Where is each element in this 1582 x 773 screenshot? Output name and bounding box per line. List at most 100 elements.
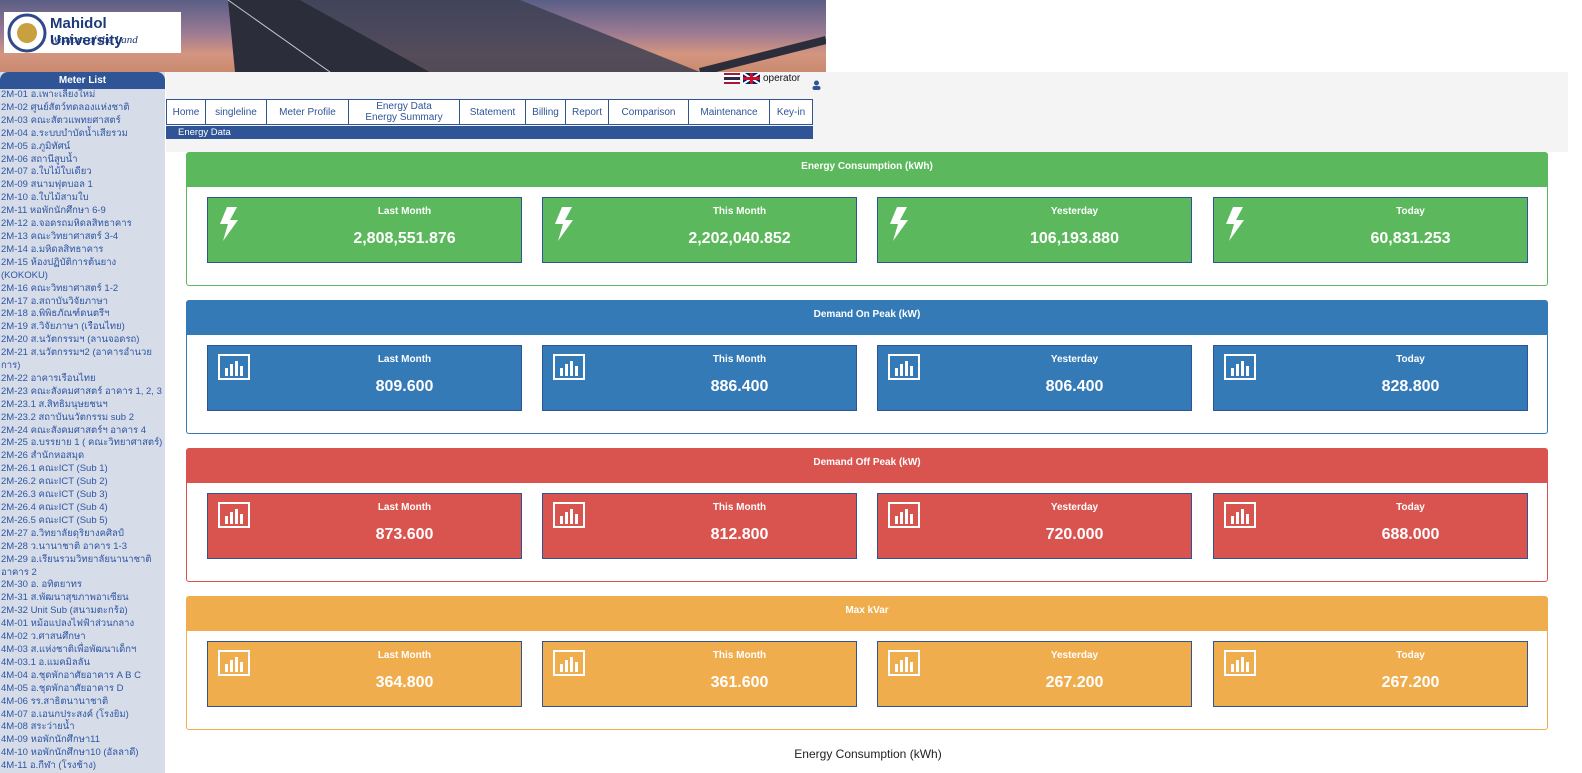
card-label: Last Month xyxy=(377,502,432,513)
meter-item[interactable]: 2M-01 อ.เพาะเลี้ยงใหม่ xyxy=(1,89,96,100)
card-label: Last Month xyxy=(377,206,432,217)
meter-item[interactable]: 4M-07 อ.เอนกประสงค์ (โรงยิม) xyxy=(1,708,129,720)
meter-item[interactable]: 2M-26.4 คณะICT (Sub 4) xyxy=(1,502,108,513)
stat-card: Today 688.000 xyxy=(1213,493,1528,559)
nav-tab-label: singleline xyxy=(215,106,257,118)
card-icon xyxy=(1224,206,1246,247)
meter-item[interactable]: 2M-30 อ. อทิตยาทร xyxy=(1,579,82,591)
meter-item[interactable]: 2M-23.2 สถาบันนวัตกรรม sub 2 xyxy=(1,411,134,423)
stat-card: Last Month 809.600 xyxy=(207,345,522,411)
meter-item[interactable]: 2M-18 อ.พิพิธภัณฑ์ดนตรีฯ xyxy=(1,308,110,320)
meter-item[interactable]: 4M-02 ว.ศาสนศึกษา xyxy=(1,631,86,643)
meter-item[interactable]: 2M-26.1 คณะICT (Sub 1) xyxy=(1,463,108,475)
meter-item[interactable]: 2M-21 ส.นวัตกรรมฯ2 (อาคารอำนวยการ) xyxy=(1,347,152,372)
stat-panel: Demand On Peak (kW) Last Month 809.600 This… xyxy=(186,300,1548,434)
meter-item[interactable]: 2M-13 คณะวิทยาศาสตร์ 3-4 xyxy=(1,230,119,242)
panel-title: Demand Off Peak (kW) xyxy=(187,449,1547,483)
meter-item[interactable]: 2M-12 อ.จอดรถมหิดลสิทธาคาร xyxy=(1,218,132,230)
meter-item[interactable]: 2M-31 ส.พัฒนาสุขภาพอาเซียน xyxy=(1,592,129,604)
card-label: Yesterday xyxy=(1050,502,1099,513)
meter-item[interactable]: 2M-23 คณะสังคมศาสตร์ อาคาร 1, 2, 3 xyxy=(1,385,162,397)
sub-nav-active[interactable]: Energy Data xyxy=(178,127,231,138)
card-value: 2,202,040.852 xyxy=(688,230,791,247)
nav-tab-label: Energy Summary xyxy=(365,112,443,123)
meter-item[interactable]: 2M-02 ศูนย์สัตว์ทดลองแห่งชาติ xyxy=(1,101,130,113)
meter-item[interactable]: 2M-22 อาคารเรือนไทย xyxy=(1,372,96,384)
sub-nav: Energy Data xyxy=(166,126,813,139)
meter-item[interactable]: 2M-05 อ.ภูมิทัศน์ xyxy=(1,140,71,152)
meter-item[interactable]: 4M-10 หอพักนักศึกษา10 (อัลลาดี) xyxy=(1,747,139,759)
meter-item[interactable]: 2M-10 อ.ใบไม้สามใบ xyxy=(1,192,89,204)
card-icon xyxy=(553,502,585,533)
card-value: 364.800 xyxy=(375,674,434,691)
chart-title: Energy Consumption (kWh) xyxy=(794,747,942,761)
logo-title: Mahidol University xyxy=(50,15,123,49)
card-icon xyxy=(553,650,585,681)
card-icon xyxy=(888,502,920,533)
meter-item[interactable]: 2M-29 อ.เรียนรวมวิทยาลัยนานาชาติ อาคาร 2 xyxy=(1,553,152,578)
meter-item[interactable]: 2M-06 สถานีสูบน้ำ xyxy=(1,153,78,165)
meter-item[interactable]: 4M-08 สระว่ายน้ำ xyxy=(1,721,75,733)
card-label: Yesterday xyxy=(1050,650,1099,661)
nav-tab[interactable]: Statement xyxy=(459,99,525,125)
meter-item[interactable]: 2M-03 คณะสัตวแพทยศาสตร์ xyxy=(1,114,121,126)
nav-tab[interactable]: Energy Data Energy Summary xyxy=(348,99,459,125)
nav-tab[interactable]: singleline xyxy=(205,99,266,125)
nav-tab[interactable]: Key-in xyxy=(769,99,813,125)
meter-item[interactable]: 2M-09 สนามฟุตบอล 1 xyxy=(1,179,93,191)
card-icon xyxy=(553,354,585,385)
meter-item[interactable]: 4M-05 อ.ชุดพักอาศัยอาคาร D xyxy=(1,682,124,694)
nav-tab[interactable]: Report xyxy=(565,99,608,125)
meter-item[interactable]: 2M-19 ส.วิจัยภาษา (เรือนไทย) xyxy=(1,321,125,333)
card-value: 267.200 xyxy=(1381,674,1440,691)
meter-item[interactable]: 2M-28 ว.นานาชาติ อาคาร 1-3 xyxy=(1,540,127,552)
card-icon xyxy=(888,650,920,681)
user-icon[interactable] xyxy=(812,80,821,90)
meter-item[interactable]: 2M-25 อ.บรรยาย 1 ( คณะวิทยาศาสตร์) xyxy=(1,437,163,449)
meter-item[interactable]: 4M-11 อ.กีฬา (โรงช้าง) xyxy=(1,760,97,772)
stat-panel: Energy Consumption (kWh) Last Month 2,808,… xyxy=(186,152,1548,286)
card-icon xyxy=(218,354,250,385)
flag-en[interactable] xyxy=(742,73,761,85)
user-name: operator xyxy=(763,73,801,84)
meter-item[interactable]: 2M-32 Unit Sub (สนามตะกร้อ) xyxy=(1,605,128,617)
meter-item[interactable]: 2M-15 ห้องปฏิบัติการต้นยาง (KOKOKU) xyxy=(1,256,117,281)
meter-list: Meter List 2M-01 อ.เพาะเลี้ยงใหม่ 2M-02 ศ… xyxy=(0,72,165,773)
card-value: 2,808,551.876 xyxy=(353,230,456,247)
card-icon xyxy=(1224,502,1256,533)
logo: Mahidol University Wisdom of the Land xyxy=(4,12,181,53)
meter-item[interactable]: 2M-24 คณะสังคมศาสตร์ฯ อาคาร 4 xyxy=(1,424,147,436)
nav-tab[interactable]: Comparison xyxy=(608,99,688,125)
nav-tab[interactable]: Maintenance xyxy=(688,99,769,125)
stat-panel: Demand Off Peak (kW) Last Month 873.600 Thi… xyxy=(186,448,1548,582)
meter-item[interactable]: 2M-26.5 คณะICT (Sub 5) xyxy=(1,514,108,526)
meter-item[interactable]: 2M-17 อ.สถาบันวิจัยภาษา xyxy=(1,295,108,307)
stat-card: Yesterday 106,193.880 xyxy=(877,197,1192,263)
card-icon xyxy=(1224,354,1256,385)
meter-item[interactable]: 4M-01 หม้อแปลงไฟฟ้าส่วนกลาง xyxy=(1,618,135,630)
meter-item[interactable]: 4M-06 รร.สาธิตนานาชาติ xyxy=(1,695,109,707)
meter-item[interactable]: 2M-23.1 ส.สิทธิมนุษยชนฯ xyxy=(1,398,108,410)
meter-item[interactable]: 4M-09 หอพักนักศึกษา11 xyxy=(1,734,101,746)
nav-tab[interactable]: Meter Profile xyxy=(266,99,348,125)
meter-item[interactable]: 2M-26 สำนักหอสมุด xyxy=(1,450,85,462)
nav-tab[interactable]: Billing xyxy=(525,99,565,125)
meter-item[interactable]: 2M-07 อ.ใบไม้ใบเดียว xyxy=(1,166,92,178)
meter-item[interactable]: 2M-14 อ.มหิดลสิทธาคาร xyxy=(1,243,104,255)
meter-item[interactable]: 2M-26.3 คณะICT (Sub 3) xyxy=(1,489,108,501)
meter-item[interactable]: 4M-04 อ.ชุดพักอาศัยอาคาร A B C xyxy=(1,669,141,681)
meter-item[interactable]: 4M-03.1 อ.แมคมิลลัน xyxy=(1,656,90,668)
meter-item[interactable]: 2M-27 อ.วิทยาลัยดุริยางคศิลป์ xyxy=(1,527,124,539)
meter-item[interactable]: 2M-11 หอพักนักศึกษา 6-9 xyxy=(1,205,106,217)
stat-card: Today 828.800 xyxy=(1213,345,1528,411)
meter-item[interactable]: 2M-04 อ.ระบบบำบัดน้ำเสียรวม xyxy=(1,127,128,139)
meter-item[interactable]: 2M-20 ส.นวัตกรรมฯ (ลานจอดรถ) xyxy=(1,334,140,346)
nav-tab-label: Comparison xyxy=(621,106,676,118)
nav-tab[interactable]: Home xyxy=(166,99,205,125)
banner-art xyxy=(227,0,826,72)
meter-item[interactable]: 2M-16 คณะวิทยาศาสตร์ 1-2 xyxy=(1,282,119,294)
meter-item[interactable]: 4M-03 ส.แห่งชาติเพื่อพัฒนาเด็กฯ xyxy=(1,643,137,655)
flag-th[interactable] xyxy=(724,73,740,84)
meter-item[interactable]: 2M-26.2 คณะICT (Sub 2) xyxy=(1,476,108,488)
